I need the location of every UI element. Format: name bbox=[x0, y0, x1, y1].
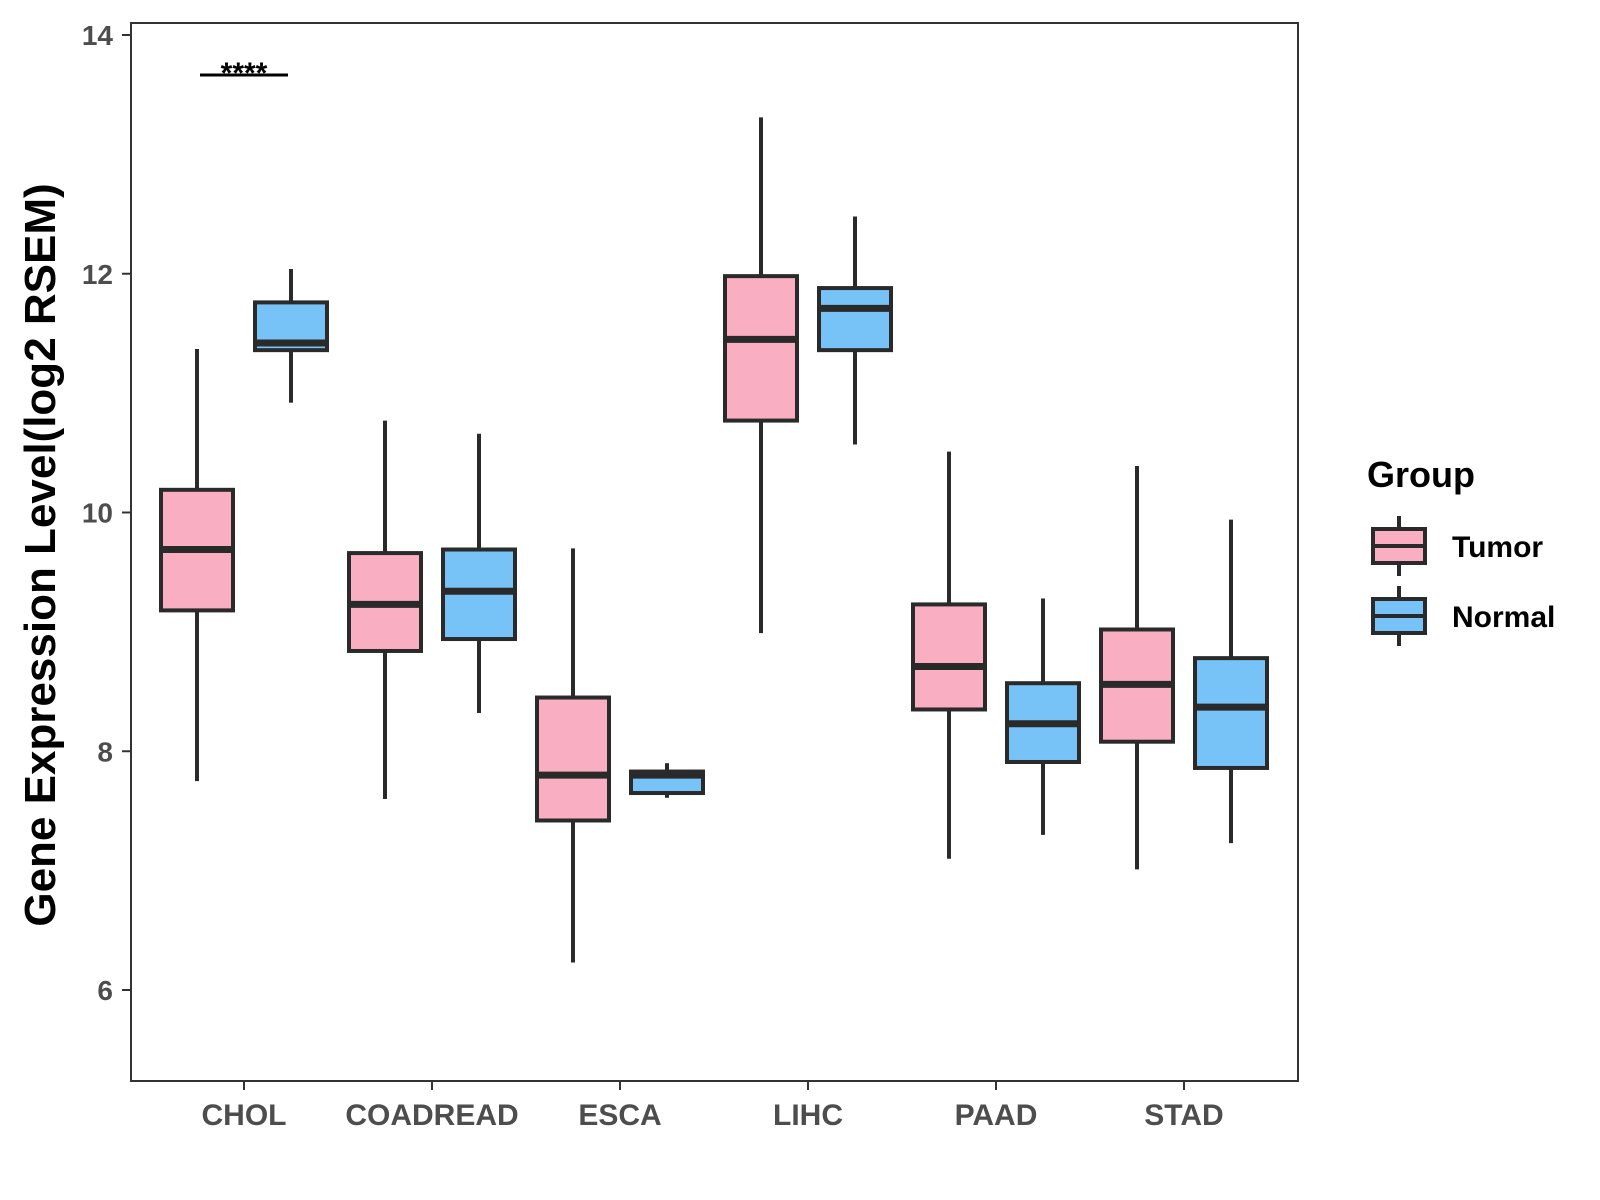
box-tumor-paad bbox=[911, 451, 987, 859]
box-tumor-lihc bbox=[723, 117, 799, 634]
x-tick-label: STAD bbox=[1144, 1099, 1223, 1132]
legend-item-normal: Normal bbox=[1371, 586, 1555, 646]
y-tick-label: 14 bbox=[82, 20, 114, 51]
panel-border bbox=[130, 22, 1299, 1082]
box-body bbox=[911, 602, 987, 712]
box-normal-esca bbox=[629, 763, 705, 798]
box-body bbox=[1193, 656, 1269, 770]
y-axis-label: Gene Expression Level(log2 RSEM) bbox=[16, 183, 65, 926]
x-tick-label: LIHC bbox=[773, 1099, 843, 1132]
box-body bbox=[817, 286, 893, 353]
legend-title: Group bbox=[1367, 454, 1475, 495]
x-tick-label: CHOL bbox=[202, 1099, 287, 1132]
box-body bbox=[723, 274, 799, 423]
box-tumor-coadread bbox=[347, 420, 423, 799]
x-tick-label: PAAD bbox=[955, 1099, 1038, 1132]
y-tick-label: 8 bbox=[97, 736, 113, 767]
y-tick-label: 10 bbox=[82, 498, 113, 529]
y-tick-label: 12 bbox=[82, 259, 113, 290]
x-tick-label: ESCA bbox=[578, 1099, 661, 1132]
y-tick-label: 6 bbox=[97, 975, 113, 1006]
legend-item-tumor: Tumor bbox=[1371, 516, 1543, 576]
box-normal-lihc bbox=[817, 216, 893, 445]
legend-label: Normal bbox=[1452, 601, 1555, 634]
x-tick-label: COADREAD bbox=[345, 1099, 518, 1132]
legend-label: Tumor bbox=[1452, 531, 1543, 564]
box-tumor-chol bbox=[159, 348, 235, 782]
legend: Tumor Normal bbox=[1371, 516, 1555, 646]
box-normal-paad bbox=[1005, 598, 1081, 835]
box-body bbox=[535, 695, 611, 823]
box-normal-chol bbox=[253, 268, 329, 403]
box-normal-coadread bbox=[441, 433, 517, 714]
box-normal-stad bbox=[1193, 519, 1269, 844]
significance-label: **** bbox=[221, 57, 268, 90]
plot-layer: 6 8 10 12 14 CHOL COADREAD ESCA LIHC PAAD STAD **** bbox=[82, 20, 1269, 1132]
box-tumor-stad bbox=[1099, 465, 1175, 870]
box-tumor-esca bbox=[535, 548, 611, 963]
